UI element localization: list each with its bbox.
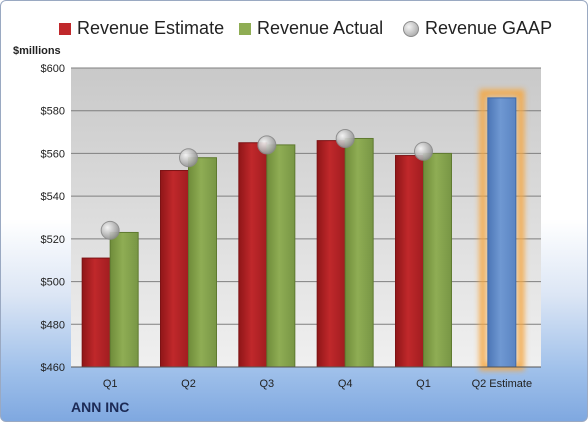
x-tick-label: Q1 [103,378,118,390]
legend-estimate-label: Revenue Estimate [77,18,225,38]
x-tick-label: Q1 [416,378,431,390]
bar-revenue-estimate [395,155,424,368]
y-tick-label: $460 [41,362,65,374]
point-revenue-gaap [414,141,433,161]
bar-revenue-actual [109,231,139,368]
legend-gaap: Revenue GAAP [403,18,552,39]
point-revenue-gaap [257,135,277,155]
x-tick-label: Q4 [338,378,353,390]
bar-revenue-estimate [160,170,189,368]
bar-revenue-actual [266,144,296,368]
bar-revenue-actual [188,157,217,368]
point-revenue-gaap [179,148,198,168]
bar-revenue-estimate [81,257,111,368]
y-tick-label: $500 [41,277,65,289]
y-tick-label: $600 [41,63,65,75]
bar-revenue-estimate [238,142,268,368]
bar-revenue-actual [344,137,374,368]
x-tick-label: Q2 Estimate [472,378,533,390]
company-name: ANN INC [71,399,130,415]
y-tick-label: $540 [41,191,65,203]
y-tick-label: $580 [41,106,65,118]
legend-gaap-dot [403,20,419,37]
y-tick-label: $520 [41,234,65,246]
legend-actual-label: Revenue Actual [257,18,384,38]
bar-revenue-actual [423,152,452,368]
x-tick-label: Q2 [181,378,196,390]
bar-revenue-estimate [316,140,346,368]
bar-revenue-estimate [487,97,517,368]
x-tick-label: Q3 [259,378,274,390]
y-tick-label: $480 [41,319,65,331]
plot-area [71,68,541,367]
legend-gaap-label: Revenue GAAP [425,18,553,38]
legend-estimate: Revenue Estimate [59,18,224,39]
point-revenue-gaap [100,220,120,240]
legend-actual: Revenue Actual [239,18,383,39]
y-tick-label: $560 [41,148,65,160]
legend-estimate-swatch [59,22,71,35]
legend-actual-swatch [239,22,251,35]
point-revenue-gaap [335,128,355,148]
y-axis-unit-label: $millions [13,45,61,57]
